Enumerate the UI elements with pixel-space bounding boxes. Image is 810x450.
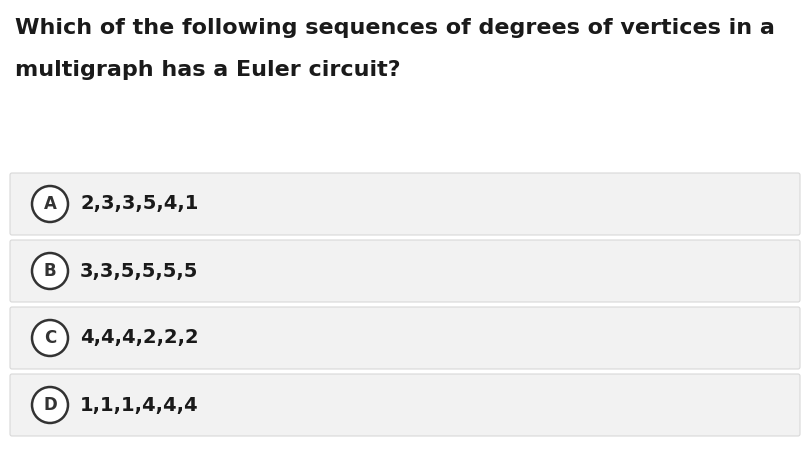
Text: 1,1,1,4,4,4: 1,1,1,4,4,4: [80, 396, 198, 414]
FancyBboxPatch shape: [10, 240, 800, 302]
FancyBboxPatch shape: [10, 173, 800, 235]
Circle shape: [32, 253, 68, 289]
Circle shape: [32, 320, 68, 356]
Text: 3,3,5,5,5,5: 3,3,5,5,5,5: [80, 261, 198, 280]
Circle shape: [32, 387, 68, 423]
FancyBboxPatch shape: [10, 307, 800, 369]
Text: 4,4,4,2,2,2: 4,4,4,2,2,2: [80, 328, 198, 347]
Text: multigraph has a Euler circuit?: multigraph has a Euler circuit?: [15, 60, 401, 80]
Circle shape: [32, 186, 68, 222]
Text: C: C: [44, 329, 56, 347]
Text: 2,3,3,5,4,1: 2,3,3,5,4,1: [80, 194, 198, 213]
Text: Which of the following sequences of degrees of vertices in a: Which of the following sequences of degr…: [15, 18, 775, 38]
Text: D: D: [43, 396, 57, 414]
FancyBboxPatch shape: [10, 374, 800, 436]
Text: A: A: [44, 195, 57, 213]
Text: B: B: [44, 262, 57, 280]
